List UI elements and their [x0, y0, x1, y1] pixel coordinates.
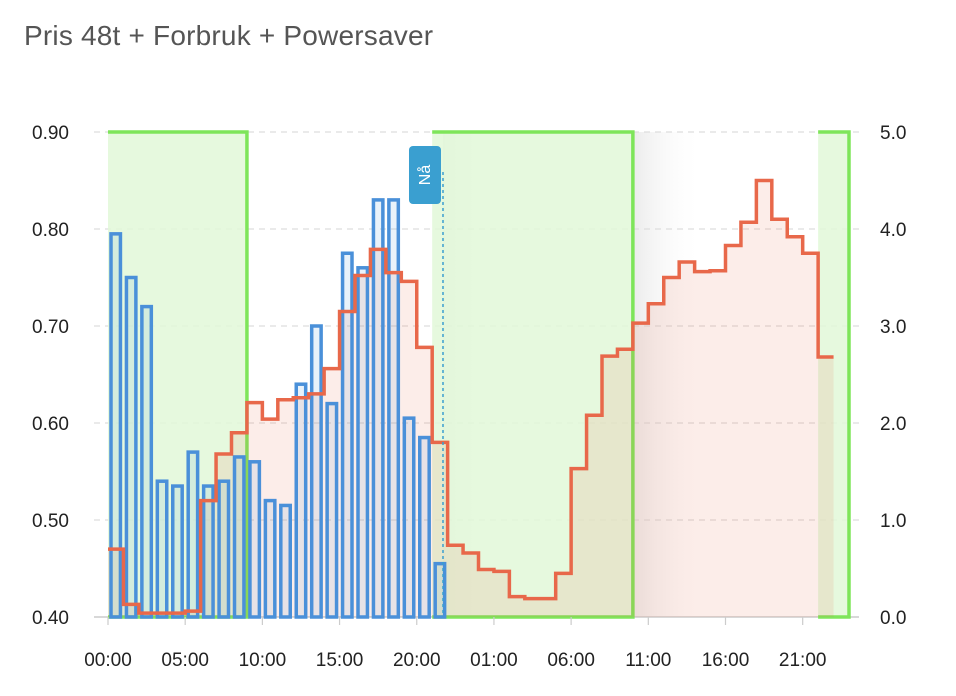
y-left-tick-label: 0.80: [32, 220, 69, 241]
consumption-bar: [279, 503, 292, 619]
consumption-bar: [263, 498, 277, 619]
x-tick-label: 16:00: [702, 650, 750, 671]
consumption-bar: [340, 251, 354, 619]
x-tick-label: 01:00: [470, 650, 518, 671]
x-tick-label: 11:00: [625, 650, 671, 671]
consumption-bar: [325, 401, 339, 619]
consumption-bar: [309, 324, 323, 619]
y-left-tick-label: 0.90: [32, 123, 69, 144]
consumption-bar: [124, 275, 138, 619]
chart-title: Pris 48t + Forbruk + Powersaver: [24, 20, 434, 51]
x-tick-label: 20:00: [393, 650, 441, 671]
x-tick-label: 10:00: [239, 650, 287, 671]
y-left-tick-label: 0.70: [32, 317, 69, 338]
consumption-bar: [356, 266, 370, 619]
consumption-bar: [371, 198, 385, 619]
now-marker-badge: [408, 146, 441, 204]
now-marker-label: Nå: [416, 165, 434, 186]
consumption-bar: [217, 479, 231, 619]
y-left-tick-label: 0.60: [32, 414, 69, 435]
consumption-bar: [433, 561, 447, 619]
consumption-bar: [155, 479, 169, 619]
consumption-bar: [186, 450, 200, 619]
consumption-bar: [418, 435, 431, 619]
x-tick-label: 00:00: [84, 650, 132, 671]
consumption-bar: [232, 455, 246, 619]
powersaver-fill: [108, 132, 247, 617]
y-left-tick-label: 0.40: [32, 608, 69, 629]
powersaver-fill: [818, 132, 849, 617]
consumption-bar: [294, 382, 308, 619]
y-left-tick-label: 0.50: [32, 511, 69, 532]
consumption-bar: [201, 484, 215, 619]
y-right-tick-label: 2.0: [880, 414, 906, 435]
powersaver-fill: [432, 132, 633, 617]
consumption-bar: [387, 198, 401, 619]
y-right-tick-label: 5.0: [880, 123, 906, 144]
x-tick-label: 05:00: [161, 650, 209, 671]
consumption-bar: [171, 484, 184, 619]
consumption-bar: [109, 232, 123, 619]
consumption-bar: [402, 416, 416, 619]
y-right-tick-label: 0.0: [880, 608, 906, 629]
x-tick-label: 15:00: [316, 650, 364, 671]
consumption-bar: [140, 304, 154, 619]
y-right-tick-label: 3.0: [880, 317, 906, 338]
consumption-bar: [248, 460, 262, 619]
price-line: [108, 178, 834, 615]
y-right-tick-label: 1.0: [880, 511, 906, 532]
powersaver-outline: [818, 130, 851, 619]
x-tick-label: 06:00: [547, 650, 595, 671]
x-tick-label: 21:00: [779, 650, 827, 671]
future-fade-region: [632, 132, 703, 617]
y-right-tick-label: 4.0: [880, 220, 906, 241]
powersaver-outline: [432, 130, 635, 619]
